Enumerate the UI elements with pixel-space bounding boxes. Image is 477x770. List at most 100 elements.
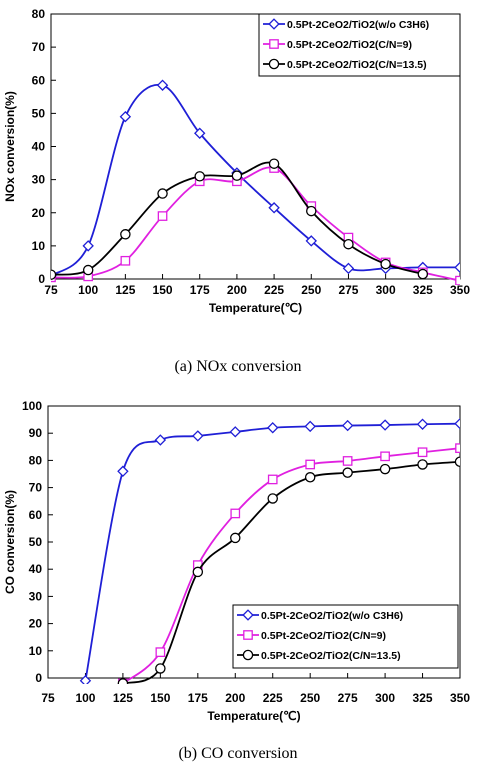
series-square (51, 163, 460, 285)
y-tick-label: 50 (32, 106, 46, 120)
data-point (455, 275, 460, 285)
y-tick-label: 80 (29, 453, 43, 467)
data-point (455, 443, 460, 454)
x-tick-label: 250 (301, 283, 321, 297)
x-tick-label: 350 (450, 283, 470, 297)
data-point (120, 229, 131, 240)
y-tick-label: 0 (35, 671, 42, 685)
data-point (380, 451, 390, 462)
data-point (306, 205, 317, 217)
legend: 0.5Pt-2CeO2/TiO2(w/o C3H6) 0.5Pt-2CeO2/Ti… (232, 604, 459, 669)
data-point (342, 456, 353, 466)
x-tick-label: 200 (225, 691, 245, 705)
legend-marker (269, 39, 279, 49)
x-tick-label: 225 (263, 691, 283, 705)
data-point (192, 430, 204, 442)
y-axis-title: NOx conversion(%) (3, 91, 17, 202)
y-tick-label: 40 (32, 140, 46, 154)
x-tick-label: 225 (264, 283, 284, 297)
y-axis-title: CO conversion(%) (3, 490, 17, 594)
data-point (267, 493, 278, 504)
data-point (155, 647, 166, 658)
y-tick-label: 40 (29, 562, 43, 576)
y-tick-label: 100 (22, 399, 42, 413)
data-point (454, 417, 460, 430)
x-tick-label: 300 (376, 283, 396, 297)
x-tick-label: 350 (450, 691, 470, 705)
y-tick-label: 50 (29, 535, 43, 549)
figure-caption: (b) CO conversion (178, 745, 297, 762)
legend-marker (242, 649, 254, 661)
legend-label: 0.5Pt-2CeO2/TiO2(C/N=9) (261, 630, 386, 642)
x-tick-label: 250 (300, 691, 320, 705)
series-line (122, 447, 460, 684)
y-tick-label: 10 (32, 239, 46, 253)
data-point (343, 238, 354, 250)
series-diamond (79, 417, 460, 684)
legend-label: 0.5Pt-2CeO2/TiO2(w/o C3H6) (287, 19, 429, 31)
x-tick-label: 125 (113, 691, 133, 705)
y-tick-label: 20 (32, 206, 46, 220)
data-point (230, 508, 241, 519)
series-diamond (51, 79, 460, 282)
x-tick-label: 325 (413, 691, 433, 705)
data-point (117, 465, 129, 477)
legend-marker (243, 630, 253, 640)
data-point (120, 255, 131, 266)
data-point (155, 663, 166, 674)
x-tick-label: 75 (44, 283, 58, 297)
chart-panel-nox: 0 10 20 30 40 50 60 70 80 75 100 125 150 175 200 225 250… (3, 7, 470, 375)
x-tick-label: 175 (190, 283, 210, 297)
data-point (342, 467, 353, 478)
y-tick-label: 60 (32, 73, 46, 87)
data-point (157, 211, 168, 221)
data-point (268, 158, 280, 169)
data-point (454, 261, 460, 274)
data-point (304, 472, 316, 483)
legend-box (232, 604, 459, 669)
y-tick-label: 0 (38, 272, 45, 286)
data-point (305, 459, 316, 470)
data-point (417, 447, 428, 458)
data-point (454, 456, 460, 468)
data-point (156, 79, 169, 91)
x-tick-label: 75 (41, 691, 55, 705)
data-point (82, 240, 94, 252)
y-tick-label: 30 (29, 589, 43, 603)
x-tick-label: 275 (338, 691, 358, 705)
data-point (194, 127, 206, 139)
data-point (379, 419, 391, 431)
legend-label: 0.5Pt-2CeO2/TiO2(w/o C3H6) (261, 610, 403, 622)
x-tick-label: 100 (75, 691, 95, 705)
data-point (304, 420, 316, 433)
data-point (417, 459, 428, 470)
data-point (194, 171, 205, 182)
x-tick-label: 150 (153, 283, 173, 297)
x-tick-label: 325 (413, 283, 433, 297)
legend-label: 0.5Pt-2CeO2/TiO2(C/N=13.5) (261, 650, 401, 662)
series-line (122, 460, 460, 684)
x-axis-title: Temperature(℃) (207, 709, 300, 723)
y-tick-label: 20 (29, 617, 43, 631)
x-tick-label: 100 (78, 283, 98, 297)
data-point (229, 426, 241, 438)
data-point (268, 202, 280, 214)
data-point (267, 422, 279, 434)
series-circle (117, 456, 460, 684)
legend-marker (242, 609, 254, 621)
x-tick-label: 125 (115, 283, 135, 297)
y-tick-label: 90 (29, 426, 43, 440)
legend-marker (268, 18, 280, 30)
data-point (305, 235, 317, 247)
y-tick-label: 60 (29, 508, 43, 522)
legend-label: 0.5Pt-2CeO2/TiO2(C/N=13.5) (287, 59, 427, 71)
data-point (192, 566, 204, 578)
x-tick-label: 200 (227, 283, 247, 297)
data-point (380, 258, 391, 270)
data-point (79, 675, 92, 684)
data-point (341, 419, 354, 432)
x-tick-label: 275 (338, 283, 358, 297)
series-line (51, 166, 460, 282)
data-point (117, 678, 129, 684)
chart-panel-co: 0 10 20 30 40 50 60 70 80 90 100 75 100 125 150 175 200 2… (3, 399, 470, 762)
